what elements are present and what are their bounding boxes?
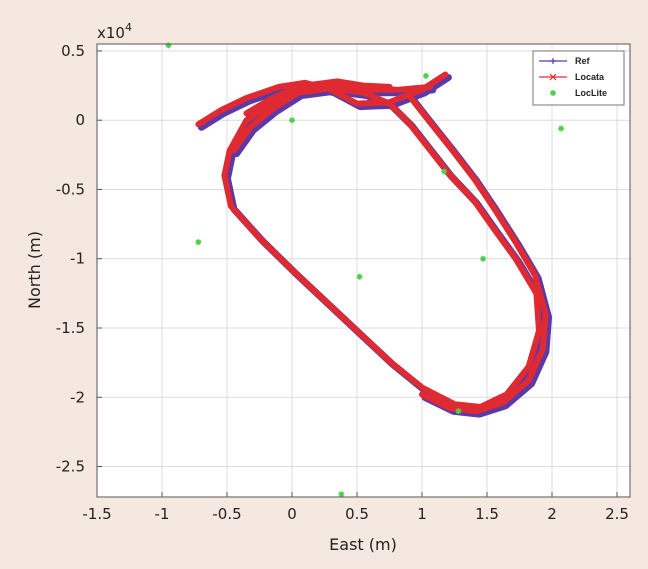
x-tick-label: 1 bbox=[417, 505, 427, 523]
x-tick-label: -1.5 bbox=[82, 505, 111, 523]
data-layer bbox=[165, 42, 565, 498]
y-multiplier-label: x104 bbox=[97, 21, 132, 42]
y-tick-label: 0 bbox=[75, 111, 85, 129]
y-axis-label: North (m) bbox=[25, 231, 44, 309]
y-tick-label: 0.5 bbox=[61, 42, 85, 60]
x-tick-label: -1 bbox=[155, 505, 170, 523]
x-tick-label: 0 bbox=[287, 505, 297, 523]
loclite-point bbox=[195, 239, 202, 246]
y-tick-label: -1.5 bbox=[56, 319, 85, 337]
legend-label-loclite: LocLite bbox=[575, 88, 607, 98]
loclite-point bbox=[356, 273, 363, 280]
x-axis-label: East (m) bbox=[329, 535, 397, 554]
loclite-point bbox=[338, 491, 345, 498]
legend-marker-locata bbox=[549, 73, 557, 81]
legend-marker-ref bbox=[550, 58, 556, 64]
locata-trajectory bbox=[406, 92, 549, 415]
loclite-point bbox=[480, 255, 487, 262]
y-tick-label: -0.5 bbox=[56, 180, 85, 198]
x-tick-label: 2 bbox=[547, 505, 557, 523]
y-tick-label: -1 bbox=[70, 250, 85, 268]
plot-background bbox=[97, 44, 630, 497]
legend-box bbox=[532, 50, 625, 106]
loclite-point bbox=[558, 125, 565, 132]
loclite-point bbox=[289, 117, 295, 124]
loclite-point bbox=[441, 168, 448, 175]
legend-label-locata: Locata bbox=[575, 72, 605, 82]
y-multiplier-base: x10 bbox=[97, 24, 125, 42]
legend-label-ref: Ref bbox=[575, 56, 591, 66]
y-tick-label: -2.5 bbox=[56, 458, 85, 476]
legend: Ref Locata LocLite bbox=[532, 50, 625, 106]
locata-trajectory bbox=[221, 78, 542, 410]
y-tick-label: -2 bbox=[70, 388, 85, 406]
x-tick-label: 1.5 bbox=[475, 505, 499, 523]
loclite-point bbox=[165, 42, 172, 49]
x-tick-label: 2.5 bbox=[605, 505, 629, 523]
plot-frame bbox=[96, 43, 631, 498]
x-tick-label: -0.5 bbox=[212, 505, 241, 523]
ticks-layer: -1.5 -1 -0.5 0 0.5 1 1.5 2 2.5 0.5 0 -0.5 -1 -1.5 -2 -2… bbox=[56, 42, 629, 523]
loclite-point bbox=[455, 408, 462, 415]
loclite-point bbox=[422, 72, 429, 79]
x-tick-label: 0.5 bbox=[345, 505, 369, 523]
y-multiplier-exponent: 4 bbox=[125, 21, 132, 34]
legend-swatch-loclite bbox=[550, 90, 556, 96]
